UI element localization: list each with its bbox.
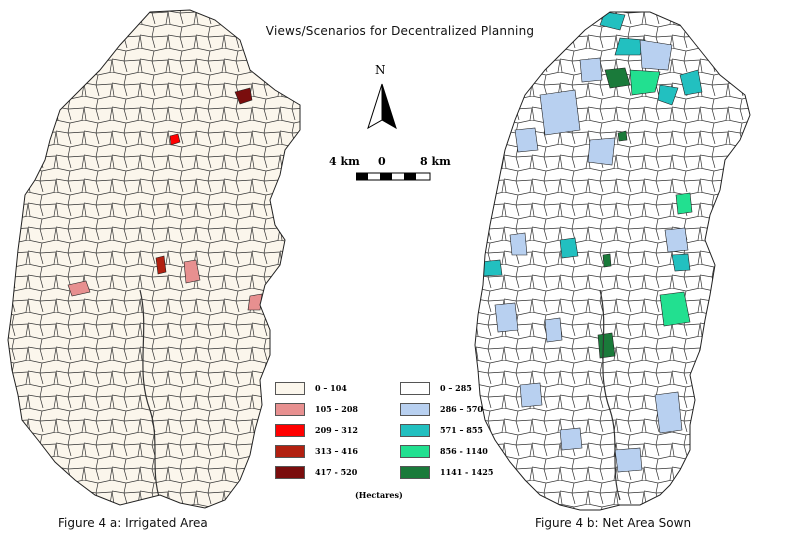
irrigated-village-105-208-c bbox=[247, 293, 263, 311]
irrigated-village-105-208-b bbox=[67, 280, 91, 297]
sown-village-856-1140-c bbox=[659, 291, 691, 327]
sown-village-286-570-b bbox=[579, 57, 603, 83]
scale-right-label: 8 km bbox=[420, 155, 451, 168]
sown-village-1141-1425-c bbox=[602, 253, 612, 268]
legend-b-label-1: 0 – 285 bbox=[440, 383, 472, 393]
irrigated-village-313-416 bbox=[155, 255, 167, 275]
sown-village-286-570-c bbox=[639, 39, 673, 71]
figure-b-caption: Figure 4 b: Net Area Sown bbox=[535, 516, 692, 530]
sown-village-856-1140-b bbox=[675, 192, 693, 215]
sown-village-571-855-d bbox=[657, 84, 679, 106]
sown-village-286-570-f bbox=[509, 232, 528, 256]
sown-village-1141-1425-b bbox=[617, 130, 628, 142]
sown-village-286-570-e bbox=[587, 137, 616, 166]
sown-village-856-1140-a bbox=[629, 69, 661, 96]
legend-b-label-3: 571 – 855 bbox=[440, 425, 483, 435]
sown-village-286-570-a bbox=[539, 89, 581, 136]
figure-a-caption: Figure 4 a: Irrigated Area bbox=[58, 516, 208, 530]
irrigated-village-417-520 bbox=[234, 87, 253, 105]
sown-village-286-570-k bbox=[654, 391, 683, 434]
legend-a-label-4: 313 – 416 bbox=[315, 446, 358, 456]
scale-bar bbox=[356, 172, 431, 181]
unit-label: (Hectares) bbox=[355, 490, 403, 500]
irrigated-village-105-208-a bbox=[183, 259, 201, 284]
sown-village-1141-1425-d bbox=[597, 332, 616, 359]
sown-village-286-570-g bbox=[664, 227, 689, 253]
sown-village-571-855-a bbox=[599, 12, 626, 31]
north-label: N bbox=[375, 63, 386, 77]
legend-b-label-2: 286 – 570 bbox=[440, 404, 483, 414]
sown-village-286-570-j bbox=[519, 382, 543, 408]
sown-village-571-855-c bbox=[679, 69, 703, 96]
sown-village-571-855-f bbox=[671, 253, 691, 272]
legend-a-label-3: 209 – 312 bbox=[315, 425, 358, 435]
scale-center-label: 0 bbox=[378, 155, 386, 168]
sown-village-286-570-m bbox=[614, 447, 643, 473]
sown-village-286-570-l bbox=[559, 427, 583, 451]
sown-village-1141-1425-a bbox=[604, 67, 631, 89]
legend-b-label-4: 856 - 1140 bbox=[440, 446, 488, 456]
legend-a-label-2: 105 – 208 bbox=[315, 404, 358, 414]
legend-b-label-5: 1141 - 1425 bbox=[440, 467, 494, 477]
page-title: Views/Scenarios for Decentralized Planni… bbox=[265, 24, 535, 38]
north-arrow-icon bbox=[367, 83, 397, 130]
sown-village-286-570-h bbox=[494, 302, 519, 333]
sown-village-571-855-e bbox=[559, 237, 579, 259]
sown-village-571-855-b bbox=[614, 37, 646, 56]
legend-a-label-1: 0 – 104 bbox=[315, 383, 347, 393]
irrigated-village-209-312-a bbox=[169, 133, 181, 146]
scale-left-label: 4 km bbox=[329, 155, 360, 168]
legend-a-label-5: 417 - 520 bbox=[315, 467, 358, 477]
sown-village-286-570-d bbox=[514, 127, 539, 153]
sown-village-286-570-i bbox=[544, 317, 563, 343]
